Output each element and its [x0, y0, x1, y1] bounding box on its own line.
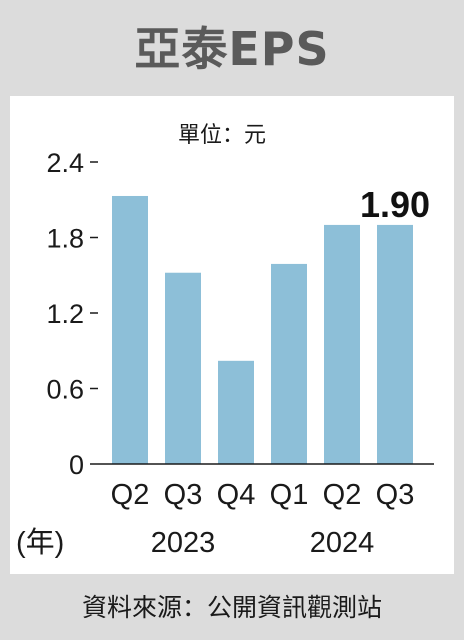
year-label-2023: 2023 — [151, 527, 216, 559]
chart-title: 亞泰EPS — [134, 22, 330, 76]
x-tick-label-5: Q3 — [376, 479, 415, 511]
bar-1 — [165, 272, 201, 464]
y-tick-label-1: 0.6 — [46, 375, 84, 405]
x-tick-label-4: Q2 — [323, 479, 362, 511]
unit-label: 單位：元 — [178, 123, 266, 148]
y-tick-label-0: 0 — [69, 450, 84, 480]
x-tick-label-1: Q3 — [164, 479, 203, 511]
x-tick-label-0: Q2 — [111, 479, 150, 511]
y-tick-label-2: 1.2 — [46, 299, 84, 329]
bar-5 — [377, 224, 413, 464]
data-label-5: 1.90 — [360, 184, 430, 225]
source-note: 資料來源：公開資訊觀測站 — [81, 593, 382, 622]
bar-2 — [218, 360, 254, 464]
bar-4 — [324, 224, 360, 464]
year-label-2024: 2024 — [310, 527, 375, 559]
bar-3 — [271, 263, 307, 464]
bar-0 — [112, 195, 148, 464]
x-tick-label-3: Q1 — [270, 479, 309, 511]
y-tick-label-3: 1.8 — [46, 224, 84, 254]
x-unit-label: (年) — [16, 526, 64, 559]
y-tick-label-4: 2.4 — [46, 148, 84, 178]
x-tick-label-2: Q4 — [217, 479, 256, 511]
